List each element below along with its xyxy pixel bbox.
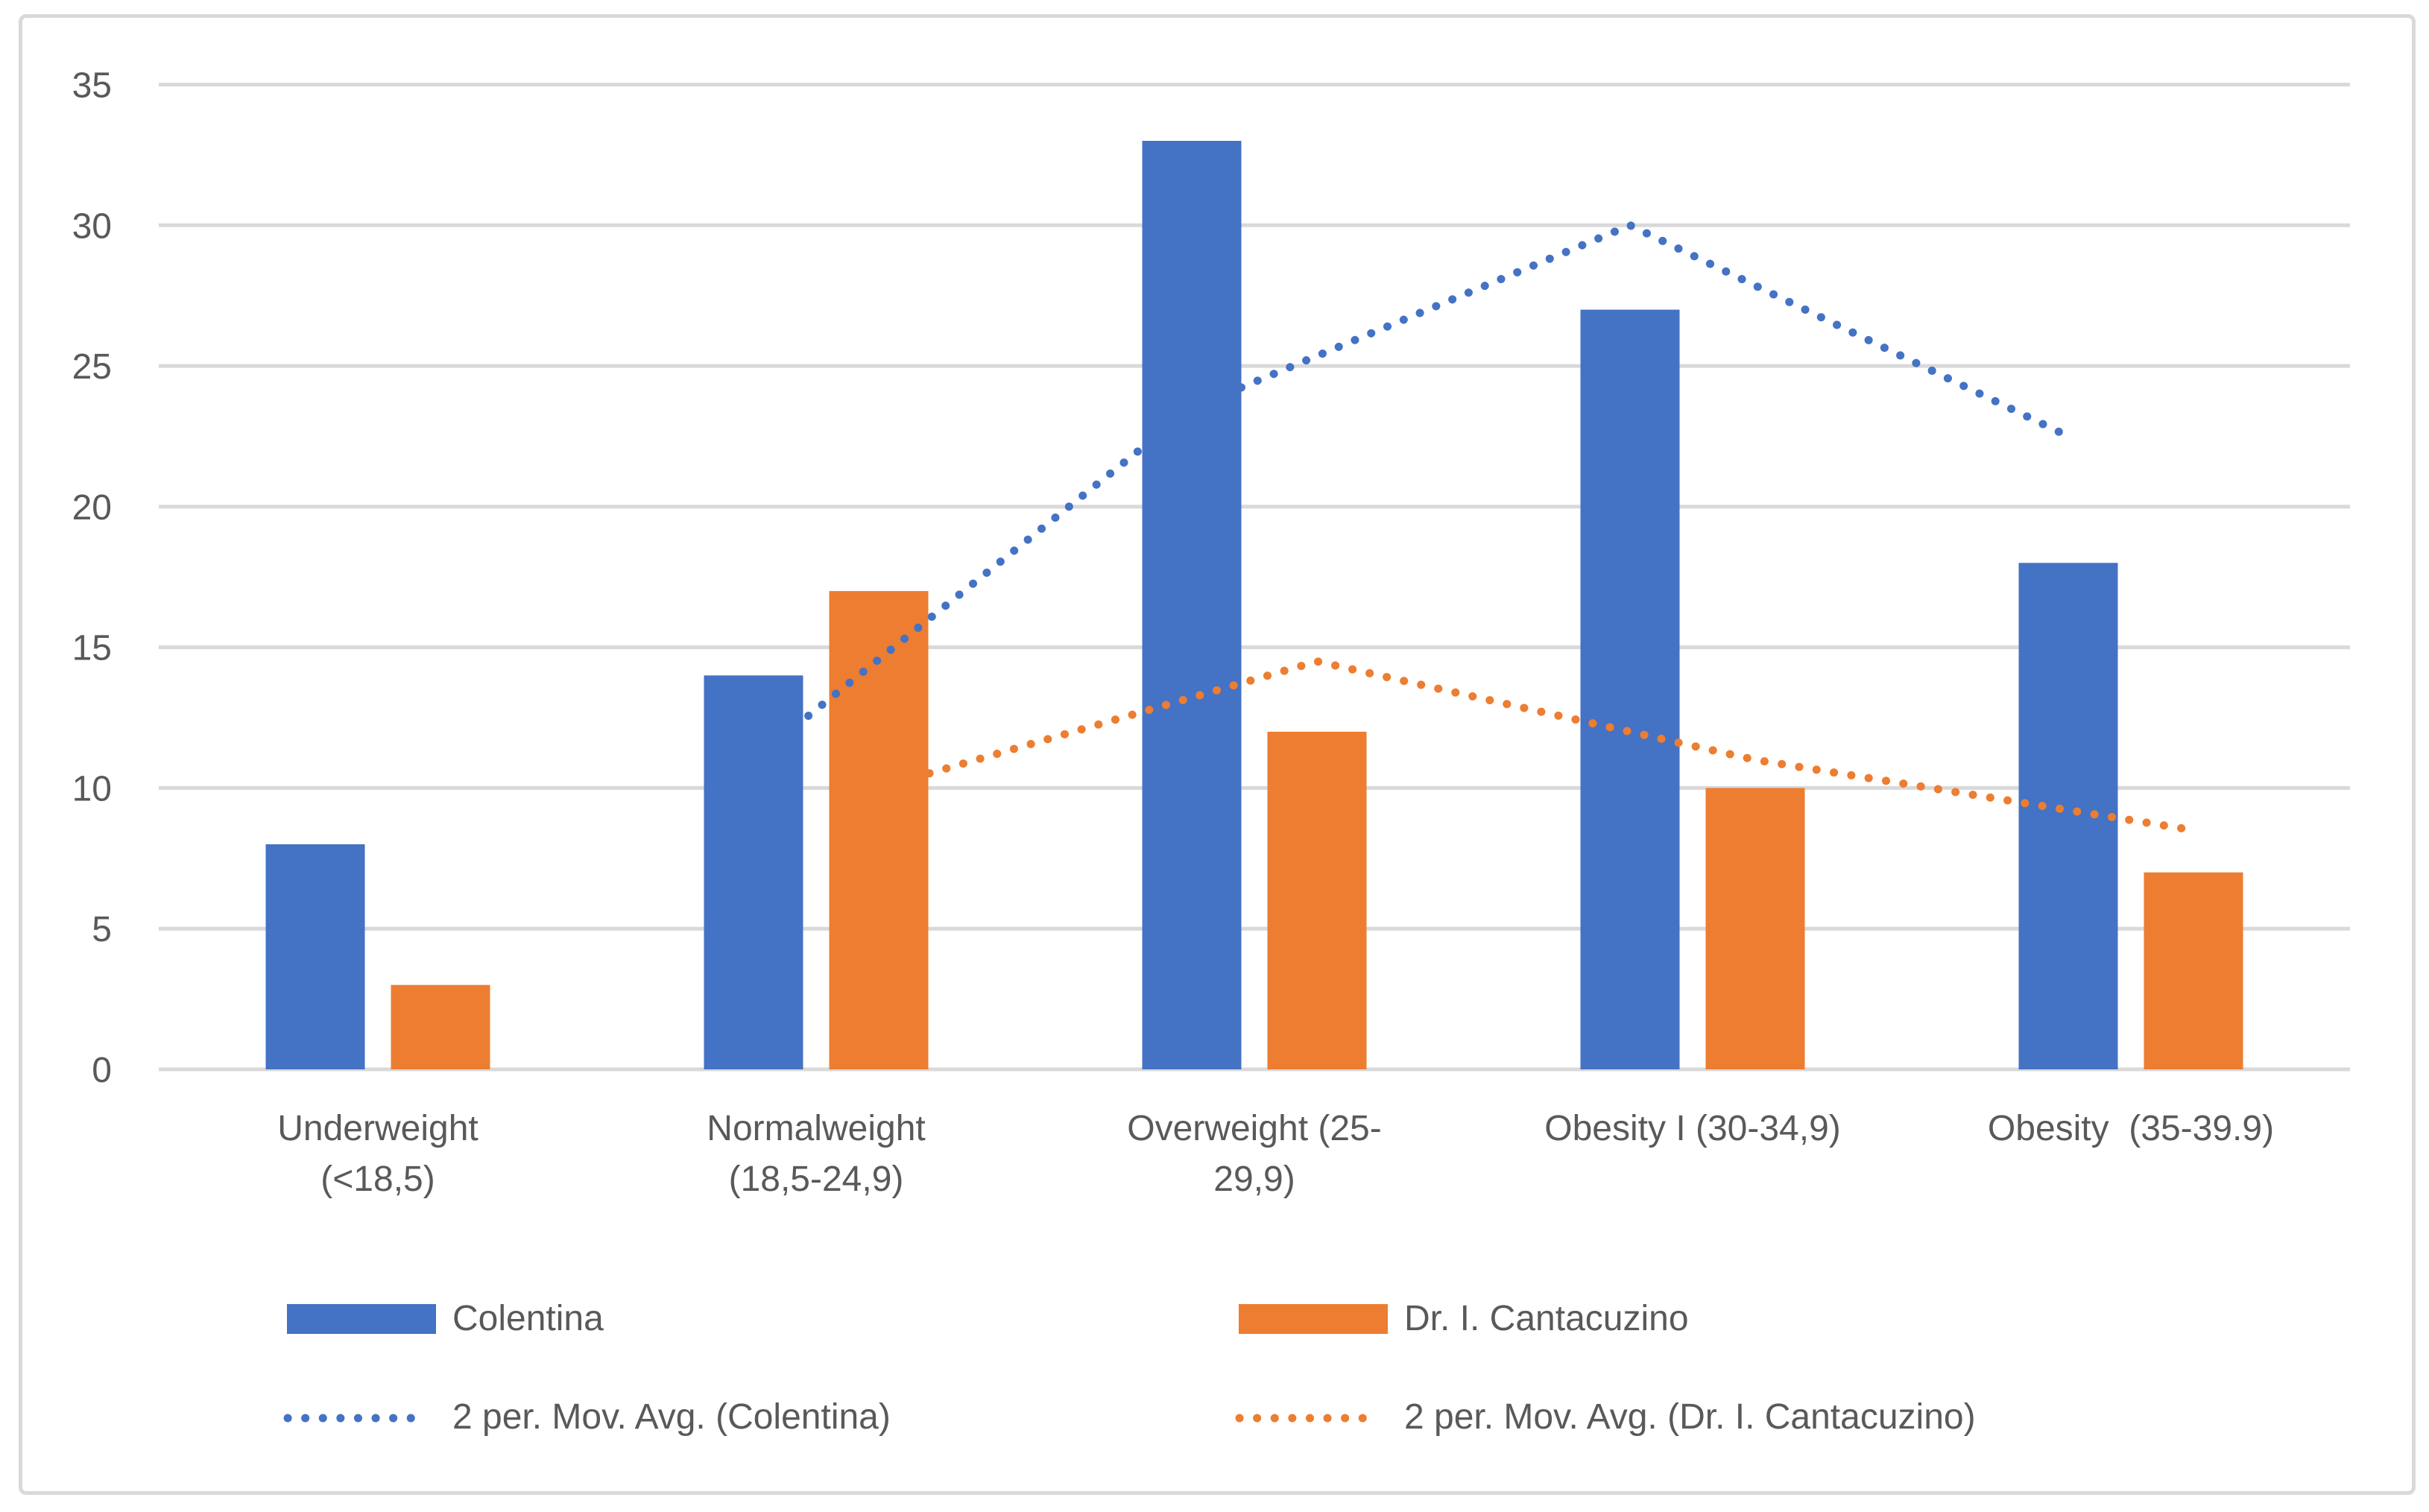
y-tick-label-5: 5 bbox=[92, 910, 112, 949]
y-tick-label-10: 10 bbox=[72, 769, 112, 809]
x-category-label-overweight-25-29-9: Overweight (25-29,9) bbox=[1127, 1109, 1381, 1199]
y-tick-label-15: 15 bbox=[72, 629, 112, 668]
x-category-label-obesity-35-39-9: Obesity (35-39.9) bbox=[1988, 1109, 2274, 1148]
y-tick-label-25: 25 bbox=[72, 347, 112, 387]
bar-dr-i-cantacuzino-underweight-18-5 bbox=[391, 984, 490, 1069]
legend-swatch-colentina bbox=[287, 1304, 436, 1334]
x-category-label-obesity-i-30-34-9: Obesity I (30-34,9) bbox=[1544, 1109, 1841, 1148]
legend-dotted-swatch-colentina bbox=[283, 1414, 432, 1423]
y-tick-label-20: 20 bbox=[72, 488, 112, 528]
y-tick-label-30: 30 bbox=[72, 206, 112, 246]
legend-label-movavg-colentina-wrap: 2 per. Mov. Avg. (Colentina) bbox=[452, 1396, 891, 1437]
bar-dr-i-cantacuzino-obesity-i-30-34-9 bbox=[1705, 788, 1805, 1069]
legend-label-movavg-colentina: 2 per. Mov. Avg. (Colentina) bbox=[452, 1397, 891, 1437]
y-tick-label-0: 0 bbox=[92, 1051, 112, 1090]
legend-label-movavg-cantacuzino-wrap: 2 per. Mov. Avg. (Dr. I. Cantacuzino) bbox=[1404, 1396, 1976, 1437]
legend-entry-cantacuzino bbox=[1239, 1304, 1388, 1334]
legend-entry-colentina bbox=[287, 1304, 436, 1334]
legend-label-cantacuzino: Dr. I. Cantacuzino bbox=[1404, 1299, 1689, 1338]
bar-colentina-obesity-35-39-9 bbox=[2018, 563, 2118, 1069]
legend-dotted-swatch-cantacuzino bbox=[1235, 1414, 1384, 1423]
legend-label-movavg-cantacuzino: 2 per. Mov. Avg. (Dr. I. Cantacuzino) bbox=[1404, 1397, 1976, 1437]
legend-label-colentina: Colentina bbox=[452, 1299, 604, 1338]
legend-swatch-cantacuzino bbox=[1239, 1304, 1388, 1334]
bar-colentina-normalweight-18-5-24-9 bbox=[704, 675, 803, 1069]
trendline-2-per-mov-avg-dr-i-cantacuzino bbox=[874, 657, 2198, 835]
x-category-label-normalweight-18-5-24-9: Normalweight (18,5-24,9) bbox=[707, 1109, 925, 1199]
bar-dr-i-cantacuzino-normalweight-18-5-24-9 bbox=[829, 591, 929, 1069]
trendline-2-per-mov-avg-colentina bbox=[749, 221, 2073, 765]
legend-label-cantacuzino-wrap: Dr. I. Cantacuzino bbox=[1404, 1298, 1689, 1339]
x-category-label-underweight-18-5: Underweight (<18,5) bbox=[277, 1109, 478, 1199]
legend-entry-movavg-cantacuzino bbox=[1235, 1413, 1384, 1423]
y-tick-label-35: 35 bbox=[72, 66, 112, 106]
bar-dr-i-cantacuzino-obesity-35-39-9 bbox=[2144, 872, 2243, 1069]
bar-colentina-overweight-25-29-9 bbox=[1142, 141, 1242, 1069]
bar-dr-i-cantacuzino-overweight-25-29-9 bbox=[1267, 731, 1367, 1069]
legend-entry-movavg-colentina bbox=[283, 1413, 432, 1423]
legend-label-colentina-wrap: Colentina bbox=[452, 1298, 604, 1339]
bar-colentina-obesity-i-30-34-9 bbox=[1580, 309, 1680, 1069]
bar-colentina-underweight-18-5 bbox=[265, 844, 365, 1069]
